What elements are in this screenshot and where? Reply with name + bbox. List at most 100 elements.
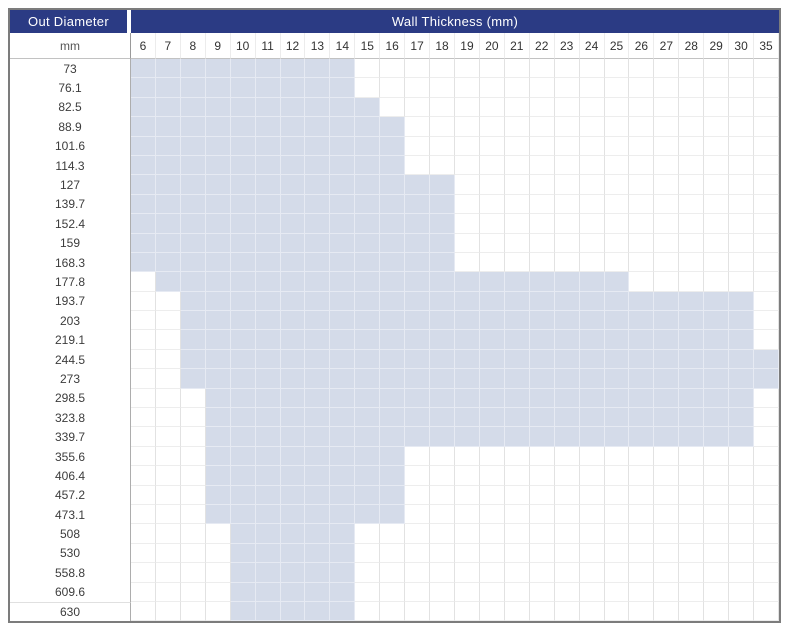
matrix-cell-empty: [454, 155, 480, 176]
matrix-cell-available: [131, 214, 156, 234]
matrix-cell-empty: [729, 543, 755, 564]
matrix-cell-available: [255, 466, 281, 486]
matrix-cell-empty: [180, 446, 206, 467]
matrix-cell-empty: [405, 136, 431, 156]
matrix-cell-empty: [380, 59, 406, 79]
matrix-cell-empty: [205, 582, 231, 602]
matrix-cell-available: [330, 524, 356, 544]
matrix-cell-empty: [504, 59, 530, 79]
matrix-cell-empty: [479, 214, 505, 234]
matrix-cell-empty: [604, 117, 630, 137]
matrix-cell-empty: [679, 233, 705, 253]
matrix-cell-available: [330, 543, 356, 564]
matrix-cell-available: [479, 291, 505, 312]
matrix-cell-available: [230, 485, 256, 505]
matrix-cell-empty: [754, 601, 779, 622]
matrix-cell-available: [205, 272, 231, 292]
matrix-cell-available: [629, 311, 655, 331]
matrix-cell-available: [679, 408, 705, 428]
matrix-cell-empty: [454, 136, 480, 156]
matrix-cell-empty: [754, 446, 779, 467]
matrix-cell-empty: [729, 563, 755, 583]
out-diameter-row-label: 630: [10, 601, 131, 622]
matrix-cell-available: [330, 563, 356, 583]
matrix-cell-empty: [155, 446, 181, 467]
wall-thickness-col-header: 8: [180, 33, 206, 59]
matrix-cell-available: [230, 214, 256, 234]
matrix-cell-empty: [131, 349, 156, 370]
matrix-cell-available: [230, 194, 256, 215]
matrix-cell-empty: [554, 582, 580, 602]
matrix-cell-empty: [604, 582, 630, 602]
matrix-cell-empty: [504, 543, 530, 564]
matrix-cell-empty: [504, 155, 530, 176]
matrix-cell-available: [230, 543, 256, 564]
out-diameter-row-label: 73: [10, 59, 131, 79]
matrix-cell-empty: [604, 543, 630, 564]
matrix-cell-empty: [754, 136, 779, 156]
wall-thickness-col-header: 16: [380, 33, 406, 59]
matrix-cell-available: [305, 194, 331, 215]
matrix-cell-available: [330, 504, 356, 525]
matrix-cell-empty: [754, 408, 779, 428]
matrix-cell-empty: [405, 97, 431, 118]
matrix-cell-available: [131, 97, 156, 118]
matrix-cell-empty: [654, 136, 680, 156]
matrix-cell-empty: [704, 524, 730, 544]
matrix-cell-empty: [405, 59, 431, 79]
matrix-cell-available: [355, 117, 381, 137]
matrix-cell-empty: [554, 563, 580, 583]
matrix-cell-empty: [131, 601, 156, 622]
matrix-cell-available: [180, 291, 206, 312]
matrix-cell-empty: [479, 97, 505, 118]
matrix-cell-empty: [529, 194, 555, 215]
matrix-cell-available: [255, 194, 281, 215]
matrix-cell-empty: [629, 233, 655, 253]
matrix-cell-empty: [430, 582, 455, 602]
wall-thickness-col-header: 17: [405, 33, 431, 59]
matrix-cell-available: [255, 97, 281, 118]
matrix-cell-available: [305, 485, 331, 505]
matrix-cell-available: [529, 272, 555, 292]
out-diameter-row-label: 219.1: [10, 330, 131, 350]
matrix-cell-empty: [504, 175, 530, 195]
matrix-cell-empty: [529, 582, 555, 602]
matrix-cell-available: [454, 291, 480, 312]
matrix-cell-available: [155, 136, 181, 156]
out-diameter-row-label: 558.8: [10, 563, 131, 583]
matrix-cell-available: [305, 97, 331, 118]
matrix-cell-empty: [729, 214, 755, 234]
matrix-cell-empty: [380, 601, 406, 622]
matrix-cell-empty: [155, 601, 181, 622]
matrix-cell-empty: [604, 194, 630, 215]
matrix-cell-empty: [654, 601, 680, 622]
matrix-cell-empty: [205, 601, 231, 622]
matrix-cell-empty: [131, 466, 156, 486]
matrix-cell-available: [554, 291, 580, 312]
matrix-cell-available: [479, 311, 505, 331]
out-diameter-row-label: 114.3: [10, 155, 131, 176]
matrix-cell-available: [205, 504, 231, 525]
matrix-cell-empty: [729, 233, 755, 253]
matrix-cell-available: [230, 524, 256, 544]
matrix-cell-available: [255, 78, 281, 98]
matrix-cell-available: [280, 194, 306, 215]
matrix-cell-empty: [704, 78, 730, 98]
matrix-cell-available: [529, 408, 555, 428]
matrix-cell-available: [754, 369, 779, 389]
matrix-cell-empty: [355, 543, 381, 564]
matrix-cell-empty: [180, 427, 206, 447]
matrix-cell-available: [430, 311, 455, 331]
matrix-cell-empty: [679, 252, 705, 273]
matrix-cell-available: [380, 349, 406, 370]
matrix-cell-empty: [529, 136, 555, 156]
out-diameter-row-label: 323.8: [10, 408, 131, 428]
matrix-cell-empty: [729, 97, 755, 118]
matrix-cell-available: [305, 427, 331, 447]
matrix-cell-empty: [131, 272, 156, 292]
matrix-cell-available: [305, 272, 331, 292]
matrix-cell-empty: [679, 78, 705, 98]
matrix-cell-empty: [704, 117, 730, 137]
matrix-cell-empty: [454, 97, 480, 118]
matrix-cell-empty: [355, 524, 381, 544]
